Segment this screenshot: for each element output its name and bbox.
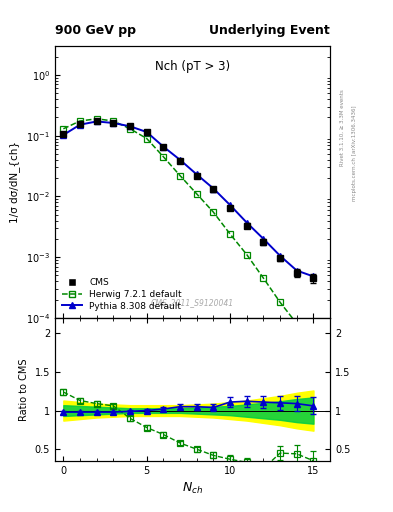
Y-axis label: 1/σ dσ/dN_{ch}: 1/σ dσ/dN_{ch} <box>9 141 20 223</box>
Text: 900 GeV pp: 900 GeV pp <box>55 25 136 37</box>
Text: CMS_2011_S9120041: CMS_2011_S9120041 <box>151 298 234 307</box>
Legend: CMS, Herwig 7.2.1 default, Pythia 8.308 default: CMS, Herwig 7.2.1 default, Pythia 8.308 … <box>59 275 185 313</box>
Y-axis label: Ratio to CMS: Ratio to CMS <box>19 358 29 420</box>
Text: mcplots.cern.ch [arXiv:1306.3436]: mcplots.cern.ch [arXiv:1306.3436] <box>352 106 357 201</box>
Text: Rivet 3.1.10, ≥ 3.3M events: Rivet 3.1.10, ≥ 3.3M events <box>340 90 345 166</box>
X-axis label: $N_{ch}$: $N_{ch}$ <box>182 481 203 496</box>
Text: Underlying Event: Underlying Event <box>209 25 330 37</box>
Text: Nch (pT > 3): Nch (pT > 3) <box>155 60 230 73</box>
